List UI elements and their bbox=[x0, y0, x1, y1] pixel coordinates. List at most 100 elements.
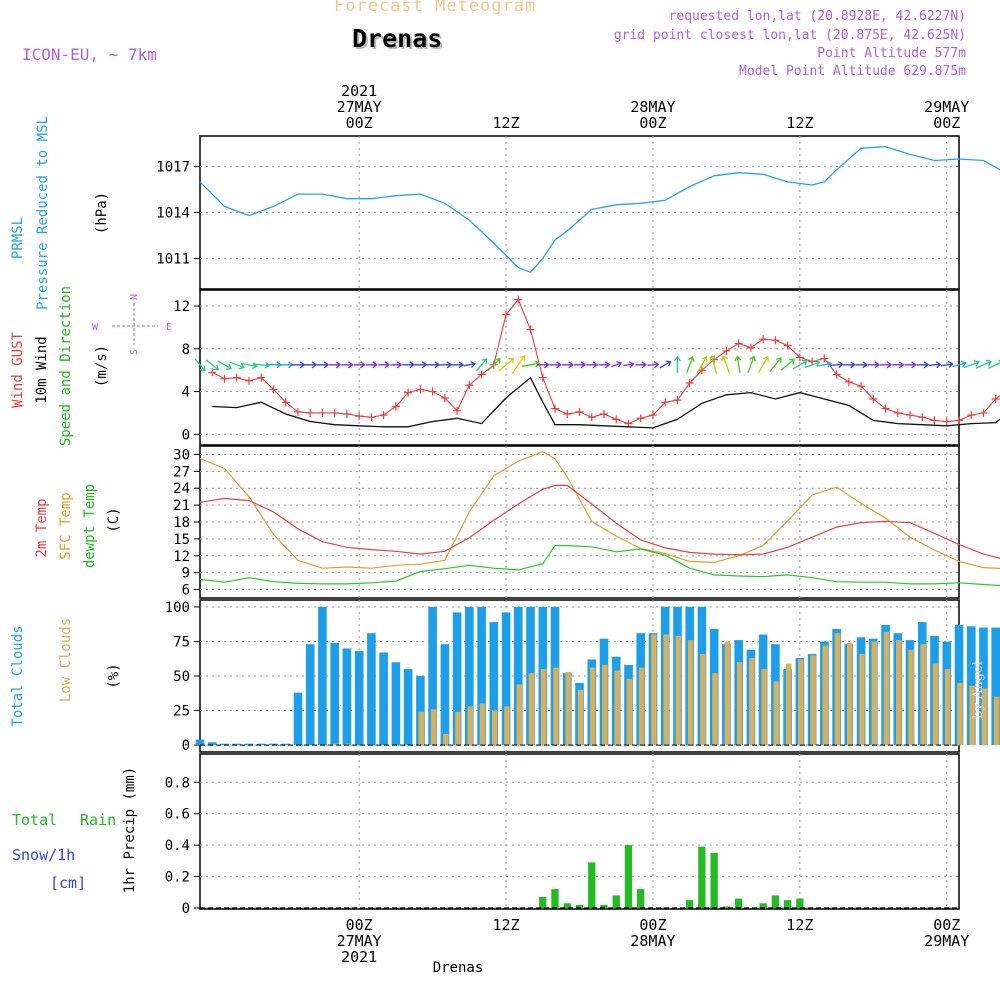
gust-marker bbox=[391, 402, 400, 411]
low-cloud-bar bbox=[540, 669, 547, 746]
low-cloud-bar bbox=[908, 649, 914, 745]
bottom-time-label: 12Z bbox=[786, 916, 813, 934]
y-tick-label: 18 bbox=[173, 515, 190, 531]
gust-marker bbox=[404, 388, 413, 397]
bottom-time-label: 2021 bbox=[341, 948, 377, 966]
wind-arrow bbox=[647, 361, 660, 369]
wind-arrow bbox=[586, 361, 599, 369]
bottom-time-label: 12Z bbox=[493, 916, 520, 934]
wind-arrow bbox=[610, 360, 623, 368]
total-cloud-bar bbox=[232, 743, 241, 746]
y-tick-label: 6 bbox=[182, 583, 190, 599]
gust-marker bbox=[820, 354, 829, 363]
wind-arrow bbox=[341, 361, 354, 369]
low-cloud-bar bbox=[528, 673, 535, 746]
pressure-grid bbox=[194, 136, 959, 289]
low-cloud-bar bbox=[345, 743, 351, 746]
y-tick-label: 0.2 bbox=[165, 870, 190, 886]
rain-bar bbox=[563, 903, 571, 908]
wind-arrow bbox=[928, 361, 942, 369]
wind-arrow bbox=[304, 361, 318, 369]
total-cloud-bar bbox=[979, 627, 988, 746]
gust-marker bbox=[759, 335, 768, 344]
wind-arrow bbox=[521, 360, 541, 368]
speed-direction-label: Speed and Direction bbox=[58, 286, 74, 446]
wind-arrow bbox=[904, 361, 917, 369]
y-tick-label: 9 bbox=[182, 566, 190, 582]
gust-marker bbox=[306, 408, 315, 417]
low-cloud-bar bbox=[614, 670, 620, 746]
total-cloud-bar bbox=[403, 669, 413, 746]
gust-marker bbox=[685, 379, 694, 387]
wind-arrow bbox=[316, 361, 330, 369]
low-cloud-bar bbox=[773, 681, 779, 746]
total-cloud-bar bbox=[379, 652, 388, 746]
wind-arrow bbox=[194, 358, 206, 372]
gust-marker bbox=[551, 404, 560, 413]
wind10m-label: 10m Wind bbox=[34, 336, 50, 403]
y-tick-label: 1014 bbox=[156, 206, 190, 222]
gust-marker bbox=[857, 382, 866, 391]
gust-marker bbox=[881, 404, 890, 413]
low-cloud-bar bbox=[871, 641, 877, 746]
total-cloud-bar bbox=[514, 606, 523, 746]
low-cloud-bar bbox=[332, 743, 339, 746]
y-tick-label: 0 bbox=[182, 738, 190, 754]
gust-marker bbox=[318, 408, 327, 417]
wind-10m-line bbox=[212, 376, 1000, 429]
low-cloud-bar bbox=[455, 711, 461, 746]
top-time-axis: 202127MAY00Z12Z28MAY00Z12Z29MAY00Z12Z bbox=[337, 82, 970, 132]
wind-arrow bbox=[721, 355, 731, 374]
low-cloud-bar bbox=[761, 669, 767, 746]
gust-marker bbox=[661, 398, 670, 407]
gust-marker bbox=[330, 408, 339, 417]
total-cloud-bar bbox=[416, 676, 425, 746]
precip-total-label: Total bbox=[12, 811, 57, 829]
top-time-label: 12Z bbox=[786, 114, 813, 132]
wind-arrow bbox=[804, 360, 821, 369]
low-cloud-bar bbox=[896, 640, 902, 746]
wind-arrow bbox=[734, 355, 742, 374]
wind-arrow bbox=[229, 361, 245, 370]
low-cloud-bar bbox=[602, 664, 608, 745]
rain-bar bbox=[710, 853, 718, 908]
precip-panel: 0 0.2 0.4 0.6 0.8 bbox=[165, 753, 960, 917]
low-cloud-bar bbox=[834, 633, 841, 746]
gridpoint-coords: grid point closest lon,lat (20.875E, 42.… bbox=[613, 28, 966, 43]
pressure-label-2: Pressure Reduced to MSL bbox=[35, 116, 51, 310]
wind-arrow bbox=[498, 357, 515, 372]
wind-arrow bbox=[975, 359, 992, 369]
wind-arrow bbox=[438, 361, 453, 369]
wind-unit: (m/s) bbox=[94, 345, 110, 387]
low-cloud-bar bbox=[651, 634, 657, 745]
gust-marker bbox=[208, 368, 217, 377]
total-cloud-bar bbox=[367, 633, 376, 746]
total-cloud-bar bbox=[330, 642, 339, 746]
gust-marker bbox=[293, 407, 302, 416]
total-cloud-bar bbox=[244, 743, 254, 746]
gust-marker bbox=[991, 395, 1000, 404]
wind-arrow bbox=[476, 358, 488, 372]
compass-w: W bbox=[92, 322, 99, 333]
t2m-label: 2m Temp bbox=[34, 498, 50, 557]
low-cloud-bar bbox=[479, 703, 486, 746]
rain-bar bbox=[796, 898, 804, 908]
y-tick-label: 24 bbox=[173, 481, 190, 497]
low-cloud-bar bbox=[626, 678, 633, 746]
total-cloud-bar bbox=[452, 612, 462, 746]
sfc-temp-line bbox=[199, 450, 1000, 569]
wind-arrow bbox=[867, 361, 880, 369]
rain-bar bbox=[759, 903, 767, 908]
pressure-unit: (hPa) bbox=[94, 192, 110, 234]
wind-arrow bbox=[940, 360, 954, 368]
wind-arrow bbox=[916, 361, 930, 369]
precip-cm-label: [cm] bbox=[50, 874, 86, 892]
bottom-time-label: 27MAY bbox=[337, 932, 382, 950]
gust-marker bbox=[502, 310, 511, 319]
wind-arrow bbox=[843, 361, 856, 369]
gust-marker bbox=[906, 411, 915, 420]
wind-arrow bbox=[598, 361, 611, 369]
wind-arrow bbox=[855, 361, 868, 369]
y-tick-label: 30 bbox=[173, 447, 190, 463]
